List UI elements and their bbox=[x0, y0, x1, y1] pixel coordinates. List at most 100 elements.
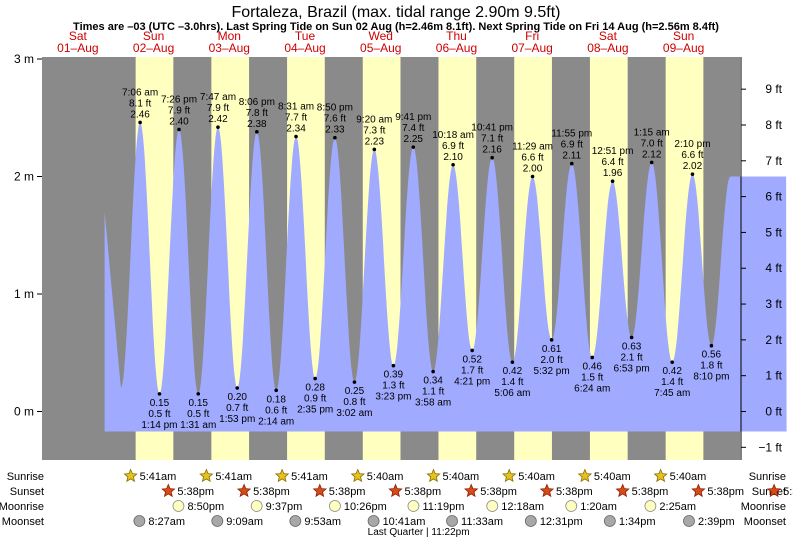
astro-row-label-left: Moonrise bbox=[0, 501, 44, 513]
low-tide-point bbox=[391, 363, 396, 368]
low-tide-m-label: 0.52 bbox=[462, 354, 482, 365]
high-tide-ft-label: 6.6 ft bbox=[681, 150, 703, 161]
moonrise-icon bbox=[644, 500, 657, 512]
high-tide-time-label: 7:06 am bbox=[122, 87, 158, 98]
high-tide-m-label: 2.34 bbox=[286, 124, 306, 135]
day-name-label: Thu bbox=[446, 29, 467, 43]
high-tide-m-label: 2.00 bbox=[523, 164, 543, 175]
low-tide-time-label: 3:23 pm bbox=[375, 392, 411, 403]
low-tide-point bbox=[709, 343, 714, 348]
high-tide-point bbox=[649, 160, 654, 165]
high-tide-time-label: 10:41 pm bbox=[471, 123, 513, 134]
low-tide-time-label: 6:53 pm bbox=[614, 363, 650, 374]
moonset-icon bbox=[683, 515, 695, 527]
high-tide-point bbox=[569, 161, 574, 166]
sunrise-time: 5:40am bbox=[442, 471, 479, 483]
sunset-icon bbox=[312, 483, 327, 498]
high-tide-ft-label: 7.3 ft bbox=[363, 125, 385, 136]
chart-title: Fortaleza, Brazil (max. tidal range 2.90… bbox=[231, 4, 560, 21]
moonset-icon bbox=[211, 515, 224, 527]
day-name-label: Sat bbox=[599, 29, 618, 43]
moonset-time: 11:33am bbox=[461, 516, 503, 528]
y-tick-label-m: 0 m bbox=[14, 405, 34, 419]
sunset-icon bbox=[766, 483, 782, 498]
moonset-icon bbox=[524, 515, 537, 527]
low-tide-ft-label: 2.0 ft bbox=[541, 355, 563, 366]
high-tide-point bbox=[216, 125, 220, 129]
low-tide-time-label: 5:06 am bbox=[494, 388, 530, 399]
moonset-time: 2:39pm bbox=[698, 516, 735, 528]
day-date-label: 04–Aug bbox=[284, 41, 325, 55]
high-tide-m-label: 2.23 bbox=[365, 136, 385, 147]
sunset-time: 5:38pm bbox=[632, 486, 669, 498]
high-tide-ft-label: 6.4 ft bbox=[601, 157, 623, 168]
tide-area bbox=[104, 122, 787, 432]
day-date-label: 02–Aug bbox=[133, 41, 174, 55]
low-tide-time-label: 7:45 am bbox=[654, 388, 690, 399]
sunrise-icon bbox=[426, 468, 441, 483]
moonset-time: 9:53am bbox=[304, 516, 341, 528]
day-date-label: 08–Aug bbox=[587, 41, 628, 55]
low-tide-ft-label: 1.7 ft bbox=[461, 365, 483, 376]
low-tide-point bbox=[549, 338, 554, 342]
sunset-time: 5:38pm bbox=[405, 486, 442, 498]
day-name-label: Sat bbox=[69, 29, 88, 43]
low-tide-m-label: 0.15 bbox=[189, 398, 209, 409]
sunset-icon bbox=[388, 483, 403, 498]
low-tide-m-label: 0.25 bbox=[345, 386, 365, 397]
low-tide-time-label: 4:21 pm bbox=[454, 376, 490, 387]
low-tide-ft-label: 0.7 ft bbox=[226, 403, 248, 414]
sunrise-time: 5:40am bbox=[367, 471, 404, 483]
high-tide-point bbox=[372, 147, 377, 152]
astro-row-label-right: Sunrise bbox=[749, 471, 786, 483]
y-tick-label-ft: 6 ft bbox=[765, 190, 782, 204]
moonrise-time: 12:18am bbox=[501, 501, 544, 513]
high-tide-point bbox=[177, 127, 181, 132]
low-tide-ft-label: 0.5 ft bbox=[187, 409, 209, 420]
high-tide-point bbox=[138, 120, 142, 125]
high-tide-m-label: 2.02 bbox=[683, 161, 703, 172]
high-tide-point bbox=[530, 174, 535, 179]
high-tide-ft-label: 7.6 ft bbox=[324, 114, 346, 125]
low-tide-ft-label: 0.6 ft bbox=[265, 405, 287, 416]
y-tick-label-ft: 5 ft bbox=[765, 225, 782, 239]
low-tide-m-label: 0.15 bbox=[150, 398, 170, 409]
low-tide-ft-label: 1.5 ft bbox=[581, 372, 603, 383]
sunset-icon bbox=[615, 483, 630, 498]
low-tide-time-label: 1:14 pm bbox=[141, 420, 177, 431]
moonrise-icon bbox=[329, 500, 341, 512]
day-name-label: Mon bbox=[218, 29, 241, 43]
low-tide-m-label: 0.28 bbox=[305, 383, 325, 394]
moonrise-icon bbox=[486, 500, 499, 512]
moonset-icon bbox=[367, 515, 380, 527]
low-tide-m-label: 0.42 bbox=[662, 366, 682, 377]
high-tide-ft-label: 7.1 ft bbox=[481, 134, 503, 145]
y-tick-label-m: 3 m bbox=[14, 52, 34, 66]
day-labels: Sat01–AugSun02–AugMon03–AugTue04–AugWed0… bbox=[57, 29, 704, 55]
sunrise-icon bbox=[577, 468, 593, 483]
day-name-label: Sun bbox=[143, 29, 164, 43]
sunrise-icon bbox=[350, 468, 365, 483]
tide-curve bbox=[104, 122, 787, 432]
day-name-label: Fri bbox=[525, 29, 539, 43]
high-tide-point bbox=[451, 162, 455, 167]
y-tick-label-ft: 2 ft bbox=[765, 333, 782, 347]
high-tide-time-label: 9:41 pm bbox=[395, 112, 431, 123]
low-tide-m-label: 0.56 bbox=[702, 350, 722, 361]
day-date-label: 09–Aug bbox=[663, 41, 704, 55]
astro-row-label-left: Sunrise bbox=[7, 471, 44, 483]
high-tide-m-label: 2.11 bbox=[562, 151, 581, 162]
high-tide-m-label: 1.96 bbox=[603, 168, 623, 179]
high-tide-time-label: 8:50 pm bbox=[317, 103, 353, 114]
axes: 0 m 1 m 2 m 3 m −1 ft 0 ft 1 ft 2 ft 3 ft 4 ft 5 f… bbox=[14, 52, 783, 460]
low-tide-time-label: 2:35 pm bbox=[297, 405, 333, 416]
high-tide-time-label: 12:51 pm bbox=[592, 146, 634, 157]
low-tide-m-label: 0.18 bbox=[266, 394, 286, 405]
low-tide-time-label: 3:58 am bbox=[415, 398, 451, 409]
sunset-time: 5:38pm bbox=[707, 486, 744, 498]
y-tick-label-m: 2 m bbox=[14, 170, 34, 184]
sunrise-time: 5:40am bbox=[670, 471, 707, 483]
y-tick-label-m: 1 m bbox=[14, 287, 34, 301]
low-tide-time-label: 1:53 pm bbox=[219, 414, 255, 425]
sunrise-icon bbox=[123, 468, 138, 483]
